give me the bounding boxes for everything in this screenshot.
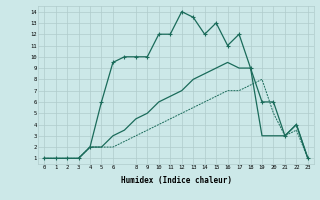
X-axis label: Humidex (Indice chaleur): Humidex (Indice chaleur): [121, 176, 231, 185]
